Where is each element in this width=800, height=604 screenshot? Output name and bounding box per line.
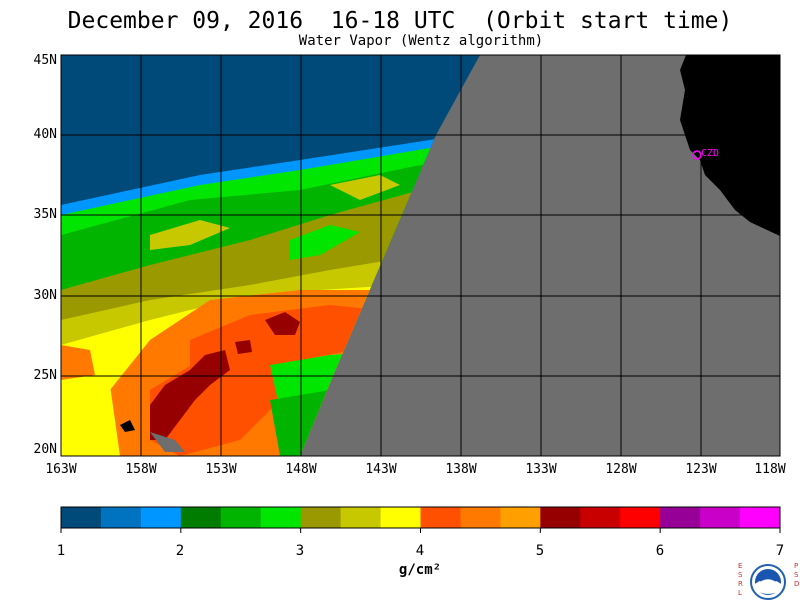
lat-label: 40N (33, 127, 57, 142)
lon-label: 118W (754, 462, 786, 477)
map-subtitle: Water Vapor (Wentz algorithm) (298, 33, 544, 49)
station-label: CZD (701, 148, 719, 159)
colorbar-tick-label: 7 (775, 543, 785, 559)
colorbar-swatch (580, 507, 621, 528)
colorbar-swatch (380, 507, 421, 528)
map-title: December 09, 2016 16-18 UTC (Orbit start… (67, 8, 733, 34)
lat-label: 20N (33, 442, 57, 457)
colorbar-swatch (220, 507, 262, 528)
colorbar-swatch (100, 507, 142, 528)
lat-label: 45N (33, 53, 57, 68)
colorbar-swatch (340, 507, 382, 528)
colorbar-swatch (700, 507, 741, 528)
lon-label: 153W (205, 462, 237, 477)
lon-label: 128W (605, 462, 637, 477)
lon-label: 163W (45, 462, 77, 477)
colorbar-swatch (460, 507, 501, 528)
colorbar-swatch (300, 507, 342, 528)
lon-label: 138W (445, 462, 477, 477)
lon-label: 133W (525, 462, 557, 477)
lon-label: 158W (125, 462, 157, 477)
colorbar-tick-label: 5 (535, 543, 545, 559)
lat-label: 35N (33, 207, 57, 222)
lat-label: 30N (33, 288, 57, 303)
colorbar-tick-label: 6 (655, 543, 665, 559)
colorbar-tick-label: 2 (175, 543, 185, 559)
colorbar-swatch (140, 507, 182, 528)
colorbar-tick-label: 4 (415, 543, 425, 559)
colorbar (60, 506, 781, 533)
colorbar-swatch (61, 507, 102, 528)
lat-label: 25N (33, 368, 57, 383)
colorbar-swatch (540, 507, 581, 528)
colorbar-swatch (500, 507, 541, 528)
colorbar-swatch (740, 507, 781, 528)
graticule (61, 55, 780, 456)
land-california (680, 55, 780, 236)
lon-label: 123W (685, 462, 717, 477)
colorbar-tick-label: 1 (56, 543, 66, 559)
station-marker (692, 150, 702, 160)
colorbar-swatch (620, 507, 661, 528)
colorbar-swatch (260, 507, 302, 528)
colorbar-swatch (420, 507, 461, 528)
colorbar-units: g/cm² (398, 562, 442, 578)
lon-label: 148W (285, 462, 317, 477)
lon-label: 143W (365, 462, 397, 477)
colorbar-swatch (180, 507, 222, 528)
noaa-logo-icon (750, 564, 786, 600)
colorbar-swatch (660, 507, 701, 528)
colorbar-tick-label: 3 (295, 543, 305, 559)
